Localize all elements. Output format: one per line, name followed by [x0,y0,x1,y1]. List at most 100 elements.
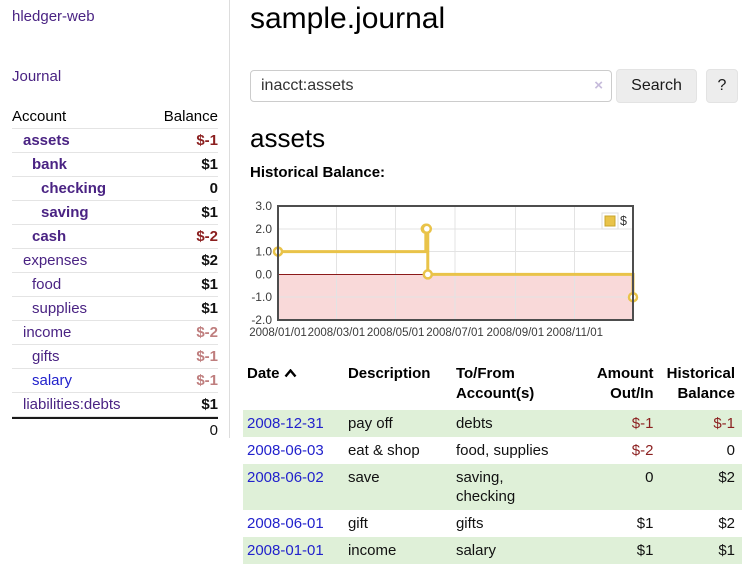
svg-text:1.0: 1.0 [255,245,272,259]
app-title-link[interactable]: hledger-web [12,8,95,25]
search-button[interactable]: Search [616,69,697,103]
account-balance: $2 [201,252,218,269]
account-row: income $-2 [12,321,218,345]
account-row: gifts $-1 [12,345,218,369]
transaction-amount-cell: 0 [574,464,654,510]
transaction-amount-cell: $-2 [631,442,654,459]
balance-column-header: Balance [163,108,218,125]
plot-border [277,205,634,321]
account-balance: $1 [201,156,218,173]
sidebar-account-link-food[interactable]: food [32,276,62,293]
svg-text:2008/07/01: 2008/07/01 [426,327,484,339]
page-title: sample.journal [250,2,446,35]
sidebar-account-link-liabilities-debts[interactable]: liabilities:debts [23,396,121,413]
sidebar-account-link-saving[interactable]: saving [41,204,89,221]
transaction-accounts-cell: gifts [455,515,484,532]
transaction-row: 2008-06-02 save saving, checking 0 $2 [243,464,742,510]
transaction-date-link[interactable]: 2008-06-02 [247,469,324,486]
sidebar-account-link-expenses[interactable]: expenses [23,252,88,269]
chart-label: Historical Balance: [250,164,386,181]
transaction-date-link[interactable]: 2008-06-03 [247,442,324,459]
account-row: saving $1 [12,201,218,225]
sidebar-account-link-gifts[interactable]: gifts [32,348,60,365]
account-row: bank $1 [12,153,218,177]
sidebar-account-link-bank[interactable]: bank [32,156,68,173]
transaction-description-cell: income [347,537,456,564]
search-input[interactable] [250,70,612,102]
column-header-tofrom: To/From Account(s) [455,365,535,402]
sidebar-divider [229,0,230,438]
transaction-date-cell: 2008-06-03 [243,437,348,464]
account-row: liabilities:debts $1 [12,393,218,417]
transaction-date-cell: 2008-01-01 [243,537,348,564]
transaction-accounts-cell: food, supplies [455,442,549,459]
search-form: × [250,70,612,102]
svg-text:2008/11/01: 2008/11/01 [546,327,603,339]
transaction-date-cell: 2008-06-01 [243,510,348,537]
account-balance: $-1 [196,132,218,149]
account-column-header: Account [12,108,67,125]
help-button[interactable]: ? [706,69,738,103]
data-point-marker [421,223,433,235]
accounts-total-row: 0 [12,417,218,442]
historical-balance-chart[interactable]: $3.0 2.0 1.0 0.0 -1.0 -2.0 2008/01/01 2008/03/0… [249,199,742,348]
svg-text:-2.0: -2.0 [251,313,272,327]
transaction-row: 2008-06-03 eat & shop food, supplies $-2 0 [243,437,742,464]
account-balance: 0 [209,180,218,197]
account-rows: assets $-1 bank $1 checking 0 saving $1 cash $-2 e… [12,129,218,417]
sidebar-account-link-cash[interactable]: cash [32,228,67,245]
account-balance: $1 [201,276,218,293]
transaction-balance-cell: $1 [653,537,742,564]
transaction-date-link[interactable]: 2008-01-01 [247,542,324,559]
transaction-date-cell: 2008-12-31 [243,410,348,437]
account-row: checking 0 [12,177,218,201]
sidebar-account-link-assets[interactable]: assets [23,132,70,149]
account-balance: $1 [201,204,218,221]
account-balance: $1 [201,300,218,317]
transaction-amount-cell: $1 [636,515,654,532]
svg-text:2008/01/01: 2008/01/01 [249,327,307,339]
transaction-date-link[interactable]: 2008-06-01 [247,515,324,532]
transaction-balance-cell: 0 [726,442,735,459]
svg-text:2008/03/01: 2008/03/01 [308,327,366,339]
transaction-date-link[interactable]: 2008-12-31 [247,415,324,432]
account-row: supplies $1 [12,297,218,321]
clear-search-icon[interactable]: × [594,77,603,94]
accounts-balance-table: Account Balance assets $-1 bank $1 checking 0… [12,105,218,442]
transaction-description-cell: pay off [347,410,456,437]
svg-text:0.0: 0.0 [255,267,272,281]
transaction-accounts-cell: salary [455,537,575,564]
svg-text:2008/09/01: 2008/09/01 [487,327,545,339]
transactions-table: Date Description To/From Account(s) Amount Ou… [243,362,742,564]
account-balance: $1 [201,396,218,413]
account-balance: $-2 [196,228,218,245]
transaction-description-cell: gift [347,515,368,532]
sidebar-account-link-income[interactable]: income [23,324,72,341]
account-row: cash $-2 [12,225,218,249]
svg-text:2008/05/01: 2008/05/01 [367,327,425,339]
transaction-accounts-cell: saving, checking [455,464,575,510]
account-balance: $-1 [196,348,218,365]
data-point-marker [422,269,434,280]
transaction-date-cell: 2008-06-02 [243,464,348,510]
svg-text:2.0: 2.0 [255,222,272,236]
transaction-row: 2008-12-31 pay off debts $-1 $-1 [243,410,742,437]
sidebar-account-link-checking[interactable]: checking [41,180,107,197]
sidebar-account-link-salary[interactable]: salary [32,372,73,389]
account-balance: $-1 [196,372,218,389]
column-header-description: Description [347,365,431,382]
column-header-date[interactable]: Date [243,362,348,410]
account-row: assets $-1 [12,129,218,153]
account-row: salary $-1 [12,369,218,393]
account-row: food $1 [12,273,218,297]
sidebar-item-journal[interactable]: Journal [12,68,62,85]
account-balance: $-2 [196,324,218,341]
transaction-balance-cell: $-1 [653,410,742,437]
svg-text:-1.0: -1.0 [251,290,272,304]
sidebar-account-link-supplies[interactable]: supplies [32,300,88,317]
transaction-accounts-cell: debts [455,410,575,437]
transaction-balance-cell: $2 [718,515,735,532]
transaction-description-cell: eat & shop [347,442,420,459]
sort-ascending-icon [284,364,297,384]
